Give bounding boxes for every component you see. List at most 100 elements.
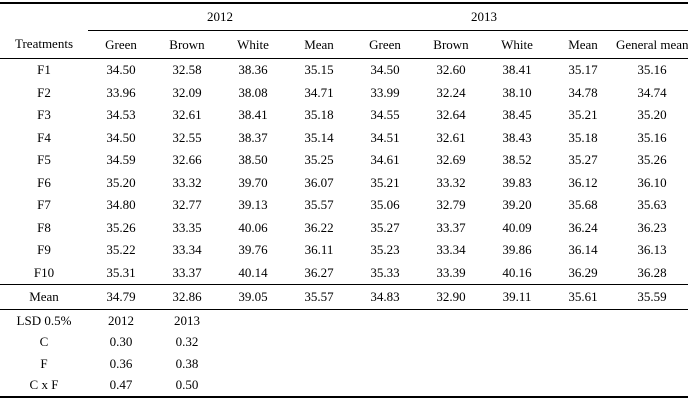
cell-value: 35.61 — [550, 284, 616, 310]
cell-value: 35.21 — [568, 107, 598, 123]
cell-value: 36.13 — [637, 242, 667, 258]
cell-value: 35.18 — [304, 107, 334, 123]
treatment-label: F2 — [37, 84, 51, 100]
col-header-2012-mean: Mean — [286, 30, 352, 59]
col-header-2012-brown: Brown — [154, 30, 220, 59]
table-row-f8: F8 35.26 33.35 40.06 36.22 35.27 33.37 4… — [0, 217, 688, 240]
cell-value: 32.24 — [436, 84, 466, 100]
cell-value: 36.14 — [568, 242, 598, 258]
cell-value: 38.41 — [502, 62, 532, 78]
cell-value: 34.50 — [370, 62, 400, 78]
cell-value: 34.50 — [106, 129, 136, 145]
cell-value: 36.23 — [637, 219, 667, 235]
col-header-2012-white: White — [220, 30, 286, 59]
col-header-2013-brown: Brown — [418, 30, 484, 59]
col-header-2013-white: White — [484, 30, 550, 59]
cell-value: 33.39 — [436, 264, 466, 280]
cell-value: 35.26 — [106, 219, 136, 235]
cell-value: 35.06 — [370, 197, 400, 213]
cell-value: 39.20 — [502, 197, 532, 213]
cell-value: 38.52 — [502, 152, 532, 168]
cell-value: 33.32 — [436, 174, 466, 190]
cell-value: 35.22 — [106, 242, 136, 258]
cell-value: 36.28 — [637, 264, 667, 280]
cell-value: 35.21 — [370, 174, 400, 190]
cell-value: 34.83 — [352, 284, 418, 310]
cell-value: 40.06 — [238, 219, 268, 235]
col-header-2013-green: Green — [352, 30, 418, 59]
cell-value: 34.51 — [370, 129, 400, 145]
cell-value: 32.77 — [172, 197, 202, 213]
cell-value: 34.61 — [370, 152, 400, 168]
cell-value: 39.11 — [484, 284, 550, 310]
cell-value: 32.09 — [172, 84, 202, 100]
cell-value: 32.58 — [172, 62, 202, 78]
table-row-f4: F4 34.50 32.55 38.37 35.14 34.51 32.61 3… — [0, 127, 688, 150]
cell-value: 35.14 — [304, 129, 334, 145]
cell-value: 34.50 — [106, 62, 136, 78]
table-row-f3: F3 34.53 32.61 38.41 35.18 34.55 32.64 3… — [0, 104, 688, 127]
year-header-spacer — [616, 3, 688, 31]
cell-value: 38.43 — [502, 129, 532, 145]
lsd-cxf-row: C x F 0.47 0.50 — [0, 375, 688, 398]
lsd-c-row: C 0.30 0.32 — [0, 332, 688, 354]
lsd-row-spacer — [220, 332, 688, 354]
treatment-label: F10 — [33, 264, 55, 280]
cell-value: 33.34 — [436, 242, 466, 258]
cell-value: 34.80 — [106, 197, 136, 213]
corner-spacer-cell — [0, 3, 88, 31]
lsd-header-row: LSD 0.5% 2012 2013 — [0, 310, 688, 332]
cell-value: 32.66 — [172, 152, 202, 168]
cell-value: 38.37 — [238, 129, 268, 145]
cell-value: 34.59 — [106, 152, 136, 168]
cell-value: 35.20 — [637, 107, 667, 123]
lsd-row-spacer — [220, 310, 688, 332]
lsd-row-spacer — [220, 375, 688, 398]
cell-value: 39.13 — [238, 197, 268, 213]
cell-value: 35.68 — [568, 197, 598, 213]
lsd-cell-2013: 0.50 — [175, 377, 199, 393]
col-header-2012-green: Green — [88, 30, 154, 59]
cell-value: 32.55 — [172, 129, 202, 145]
cell-value: 32.61 — [436, 129, 466, 145]
lsd-row-label: LSD 0.5% — [16, 312, 72, 328]
cell-value: 35.63 — [637, 197, 667, 213]
cell-value: 35.20 — [106, 174, 136, 190]
cell-value: 35.31 — [106, 264, 136, 280]
cell-value: 32.79 — [436, 197, 466, 213]
cell-value: 39.05 — [220, 284, 286, 310]
treatment-label: F9 — [37, 242, 51, 258]
lsd-cell-2012: 2012 — [108, 312, 134, 328]
cell-value: 36.24 — [568, 219, 598, 235]
cell-value: 34.78 — [568, 84, 598, 100]
cell-value: 35.15 — [304, 62, 334, 78]
treatment-label: F1 — [37, 62, 51, 78]
cell-value: 35.27 — [568, 152, 598, 168]
treatments-column-header: Treatments — [0, 30, 88, 59]
cell-value: 33.37 — [436, 219, 466, 235]
table-row-f2: F2 33.96 32.09 38.08 34.71 33.99 32.24 3… — [0, 82, 688, 105]
cell-value: 38.45 — [502, 107, 532, 123]
cell-value: 40.14 — [238, 264, 268, 280]
table-row-f1: F1 34.50 32.58 38.36 35.15 34.50 32.60 3… — [0, 59, 688, 82]
lsd-cell-2013: 0.32 — [175, 334, 199, 350]
cell-value: 34.74 — [637, 84, 667, 100]
cell-value: 33.34 — [172, 242, 202, 258]
cell-value: 36.22 — [304, 219, 334, 235]
cell-value: 39.76 — [238, 242, 268, 258]
table-row-f10: F10 35.31 33.37 40.14 36.27 35.33 33.39 … — [0, 262, 688, 285]
cell-value: 40.09 — [502, 219, 532, 235]
cell-value: 36.12 — [568, 174, 598, 190]
cell-value: 39.86 — [502, 242, 532, 258]
treatment-label: F4 — [37, 129, 51, 145]
table-row-f9: F9 35.22 33.34 39.76 36.11 35.23 33.34 3… — [0, 239, 688, 262]
lsd-row-label: F — [40, 355, 48, 371]
cell-value: 38.36 — [238, 62, 268, 78]
cell-value: 33.32 — [172, 174, 202, 190]
col-header-general-mean: General mean — [616, 30, 688, 59]
cell-value: 34.71 — [304, 84, 334, 100]
cell-value: 33.35 — [172, 219, 202, 235]
lsd-cell-2013: 0.38 — [175, 355, 199, 371]
cell-value: 35.17 — [568, 62, 598, 78]
